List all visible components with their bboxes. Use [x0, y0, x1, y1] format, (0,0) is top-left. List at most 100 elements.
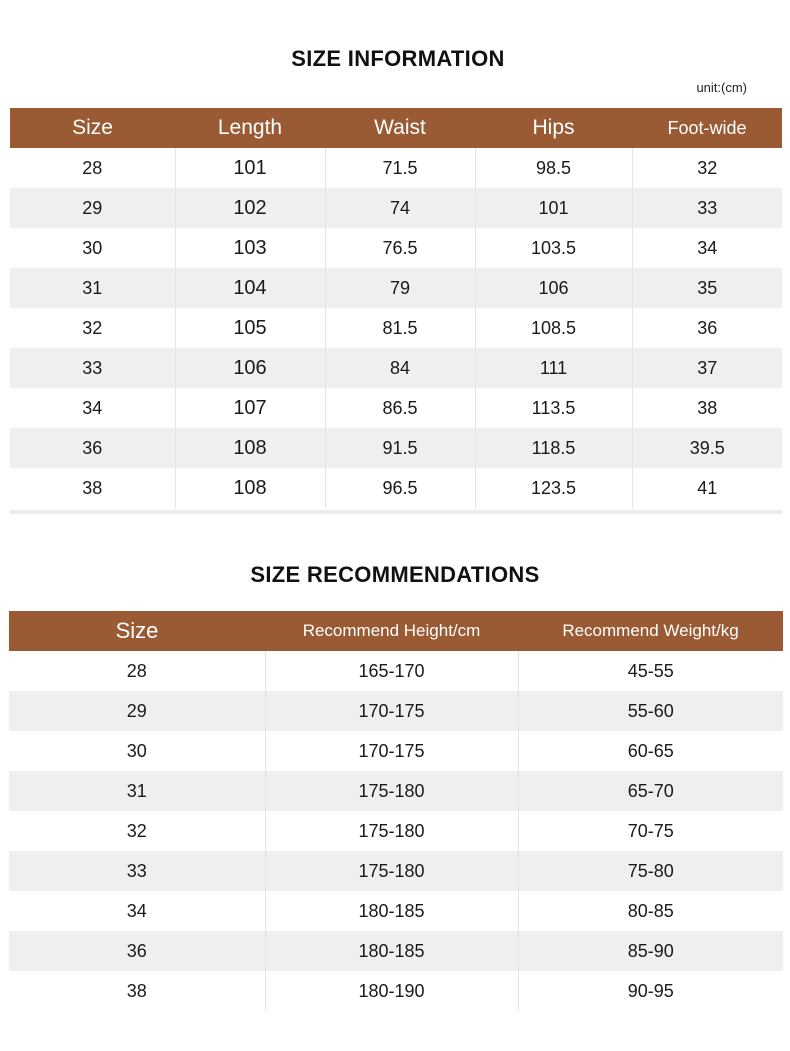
table-cell: 41: [632, 468, 782, 508]
table-cell: 30: [9, 731, 266, 771]
table-cell: 165-170: [265, 651, 519, 691]
table-row: 28 165-170 45-55: [9, 651, 783, 691]
table-cell: 170-175: [265, 691, 519, 731]
table-cell: 91.5: [325, 428, 476, 468]
table-cell: 37: [632, 348, 782, 388]
size-recommendations-title: SIZE RECOMMENDATIONS: [250, 562, 540, 587]
table-cell: 39.5: [632, 428, 782, 468]
table-cell: 33: [9, 851, 266, 891]
table-cell: 34: [10, 388, 176, 428]
table-cell: 118.5: [475, 428, 633, 468]
table-cell: 36: [10, 428, 176, 468]
table-cell: 104: [175, 268, 326, 308]
table-cell: 32: [632, 148, 782, 188]
table-cell: 101: [475, 188, 633, 228]
table-cell: 33: [10, 348, 176, 388]
table-cell: 123.5: [475, 468, 633, 508]
table-cell: 102: [175, 188, 326, 228]
table-cell: 31: [10, 268, 176, 308]
table-header-row: Size Length Waist Hips Foot-wide: [10, 108, 782, 148]
table-cell: 175-180: [265, 771, 519, 811]
size-information-table: Size Length Waist Hips Foot-wide 28 101 71…: [10, 108, 782, 508]
table-cell: 101: [175, 148, 326, 188]
table-row: 31 175-180 65-70: [9, 771, 783, 811]
header-size: Size: [9, 611, 265, 651]
header-recommend-weight: Recommend Weight/kg: [518, 611, 783, 651]
table-cell: 175-180: [265, 811, 519, 851]
table-cell: 70-75: [518, 811, 783, 851]
table-cell: 85-90: [518, 931, 783, 971]
table-cell: 36: [632, 308, 782, 348]
table-cell: 96.5: [325, 468, 476, 508]
table-cell: 71.5: [325, 148, 476, 188]
table-cell: 103: [175, 228, 326, 268]
table-cell: 60-65: [518, 731, 783, 771]
table-row: 36 108 91.5 118.5 39.5: [10, 428, 782, 468]
table-cell: 103.5: [475, 228, 633, 268]
table-cell: 105: [175, 308, 326, 348]
table-cell: 29: [9, 691, 266, 731]
table-cell: 35: [632, 268, 782, 308]
table-cell: 81.5: [325, 308, 476, 348]
table-cell: 30: [10, 228, 176, 268]
unit-label: unit:(cm): [696, 80, 747, 95]
table-row: 28 101 71.5 98.5 32: [10, 148, 782, 188]
table-row: 38 108 96.5 123.5 41: [10, 468, 782, 508]
table-cell: 108: [175, 428, 326, 468]
table-row: 30 103 76.5 103.5 34: [10, 228, 782, 268]
size-information-title: SIZE INFORMATION: [291, 46, 505, 71]
table-bottom-divider: [10, 510, 782, 514]
table-row: 30 170-175 60-65: [9, 731, 783, 771]
table-row: 31 104 79 106 35: [10, 268, 782, 308]
table-cell: 32: [10, 308, 176, 348]
table-row: 33 175-180 75-80: [9, 851, 783, 891]
header-waist: Waist: [325, 108, 475, 148]
table-cell: 34: [632, 228, 782, 268]
table-row: 32 105 81.5 108.5 36: [10, 308, 782, 348]
table-cell: 175-180: [265, 851, 519, 891]
table-cell: 180-185: [265, 891, 519, 931]
table-cell: 107: [175, 388, 326, 428]
table-cell: 45-55: [518, 651, 783, 691]
table-cell: 65-70: [518, 771, 783, 811]
table-row: 36 180-185 85-90: [9, 931, 783, 971]
table-cell: 74: [325, 188, 476, 228]
table-cell: 111: [475, 348, 633, 388]
table-row: 38 180-190 90-95: [9, 971, 783, 1011]
size-recommendations-table: Size Recommend Height/cm Recommend Weigh…: [9, 611, 783, 1011]
table-cell: 98.5: [475, 148, 633, 188]
table-cell: 90-95: [518, 971, 783, 1011]
table-cell: 108: [175, 468, 326, 508]
table-cell: 106: [475, 268, 633, 308]
header-length: Length: [175, 108, 325, 148]
table-cell: 84: [325, 348, 476, 388]
table-cell: 32: [9, 811, 266, 851]
table-row: 32 175-180 70-75: [9, 811, 783, 851]
table-cell: 180-185: [265, 931, 519, 971]
table-cell: 36: [9, 931, 266, 971]
table-cell: 38: [9, 971, 266, 1011]
table-cell: 106: [175, 348, 326, 388]
table-cell: 180-190: [265, 971, 519, 1011]
table-cell: 86.5: [325, 388, 476, 428]
table-row: 33 106 84 111 37: [10, 348, 782, 388]
table-header-row: Size Recommend Height/cm Recommend Weigh…: [9, 611, 783, 651]
table-cell: 113.5: [475, 388, 633, 428]
table-cell: 79: [325, 268, 476, 308]
table-row: 29 170-175 55-60: [9, 691, 783, 731]
table-cell: 33: [632, 188, 782, 228]
table-cell: 55-60: [518, 691, 783, 731]
table-cell: 29: [10, 188, 176, 228]
table-cell: 76.5: [325, 228, 476, 268]
table-cell: 108.5: [475, 308, 633, 348]
table-row: 29 102 74 101 33: [10, 188, 782, 228]
table-row: 34 107 86.5 113.5 38: [10, 388, 782, 428]
header-hips: Hips: [475, 108, 632, 148]
table-cell: 38: [632, 388, 782, 428]
table-cell: 34: [9, 891, 266, 931]
table-cell: 28: [10, 148, 176, 188]
table-cell: 75-80: [518, 851, 783, 891]
table-row: 34 180-185 80-85: [9, 891, 783, 931]
table-cell: 170-175: [265, 731, 519, 771]
table-cell: 38: [10, 468, 176, 508]
